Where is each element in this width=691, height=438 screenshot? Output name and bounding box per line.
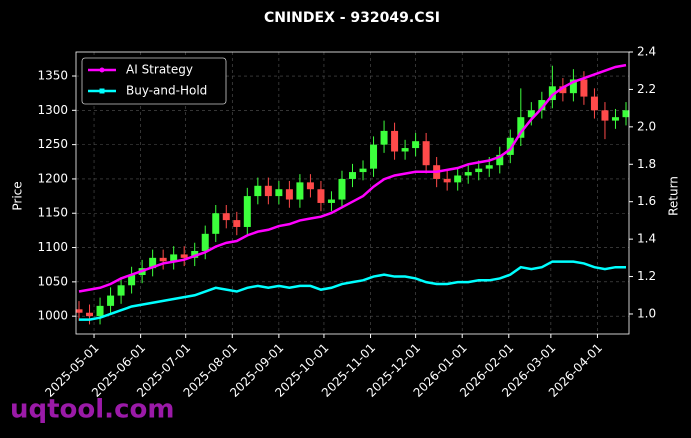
candle-body	[285, 189, 293, 200]
legend-box	[81, 57, 227, 105]
plot-frame	[75, 51, 630, 335]
y2-tick-label: 1.2	[637, 269, 656, 283]
y2-tick-label: 1.6	[637, 194, 656, 208]
candle-body	[170, 254, 178, 262]
candle-body	[149, 257, 157, 269]
candle-body	[611, 117, 619, 121]
candle-body	[201, 233, 209, 251]
candle-body	[180, 254, 188, 258]
y-tick-label: 1300	[37, 103, 68, 117]
candle-body	[548, 86, 556, 101]
y-tick-label: 1100	[37, 240, 68, 254]
candle-body	[75, 309, 83, 313]
candle-body	[296, 182, 304, 200]
candle-body	[349, 172, 356, 179]
candle-body	[264, 185, 272, 197]
candle-body	[569, 79, 577, 94]
candle-body	[401, 148, 409, 152]
y2-tick-label: 1.0	[637, 306, 656, 320]
series-line	[78, 63, 627, 293]
legend-label: AI Strategy	[126, 63, 193, 77]
candle-body	[128, 274, 136, 286]
watermark: uqtool.com	[10, 395, 174, 425]
candle-body	[538, 100, 546, 111]
candle-body	[243, 196, 251, 227]
y-tick-label: 1350	[37, 69, 68, 83]
legend: AI Strategy Buy-and-Hold	[81, 57, 227, 105]
candle-body	[380, 130, 388, 145]
legend-marker	[99, 67, 105, 73]
candle-body	[391, 130, 399, 152]
y2-axis-label: Return	[667, 176, 681, 216]
candle-body	[212, 213, 220, 234]
candle-body	[370, 144, 378, 169]
candle-body	[96, 305, 104, 317]
y-tick-label: 1250	[37, 137, 68, 151]
y-tick-label: 1200	[37, 171, 68, 185]
y2-tick-label: 2.2	[637, 82, 656, 96]
y-tick-label: 1150	[37, 206, 68, 220]
candle-body	[464, 172, 472, 176]
candle-body	[191, 250, 199, 258]
y-axis-label: Price	[11, 181, 25, 210]
candle-body	[527, 110, 535, 118]
y2-tick-label: 1.4	[637, 232, 656, 246]
y2-tick-label: 2.0	[637, 119, 656, 133]
series-line	[79, 260, 626, 321]
y2-tick-label: 1.8	[637, 157, 656, 171]
candle-body	[485, 165, 493, 169]
candle-body	[338, 178, 346, 200]
candle-body	[454, 175, 462, 183]
candle-body	[117, 285, 125, 296]
candle-body	[412, 141, 420, 149]
candle-body	[475, 168, 483, 173]
candle-body	[86, 312, 94, 317]
candle-body	[275, 189, 283, 197]
candle-body	[443, 178, 451, 183]
candle-body	[496, 154, 504, 166]
candle-body	[317, 189, 325, 203]
candle-body	[580, 79, 588, 97]
candle-body	[233, 220, 241, 227]
candle-body	[601, 110, 609, 121]
candle-body	[506, 137, 514, 155]
candle-body	[359, 168, 367, 173]
candle-body	[222, 213, 230, 221]
candle-body	[517, 117, 525, 138]
y2-tick-label: 2.4	[637, 45, 656, 59]
candle-body	[159, 257, 167, 262]
candle-body	[559, 86, 567, 94]
legend-marker	[99, 88, 105, 94]
candle-body	[622, 110, 630, 118]
chart-title: CNINDEX - 932049.CSI	[264, 10, 440, 26]
candle-body	[254, 185, 262, 197]
y-tick-label: 1000	[37, 309, 68, 323]
candle-body	[590, 96, 598, 111]
candle-body	[327, 199, 335, 203]
y-tick-label: 1050	[37, 274, 68, 288]
legend-label: Buy-and-Hold	[126, 84, 207, 98]
candle-body	[422, 141, 430, 166]
plot-area	[75, 52, 630, 334]
candle-body	[306, 182, 314, 190]
candle-body	[107, 295, 115, 306]
